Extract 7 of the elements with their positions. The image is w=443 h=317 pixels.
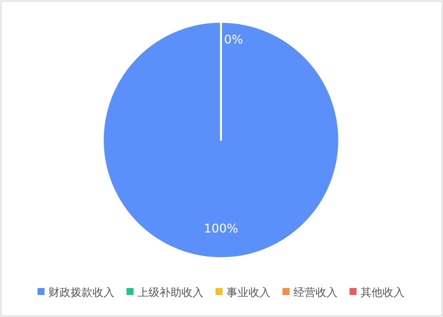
legend-label: 财政拨款收入	[48, 286, 114, 299]
legend-label: 事业收入	[226, 286, 270, 299]
data-label: 100%	[204, 222, 238, 236]
legend-label: 经营收入	[294, 286, 338, 299]
legend-label: 上级补助收入	[138, 286, 204, 299]
legend-label: 其他收入	[360, 286, 404, 299]
text: 0%	[224, 32, 244, 47]
